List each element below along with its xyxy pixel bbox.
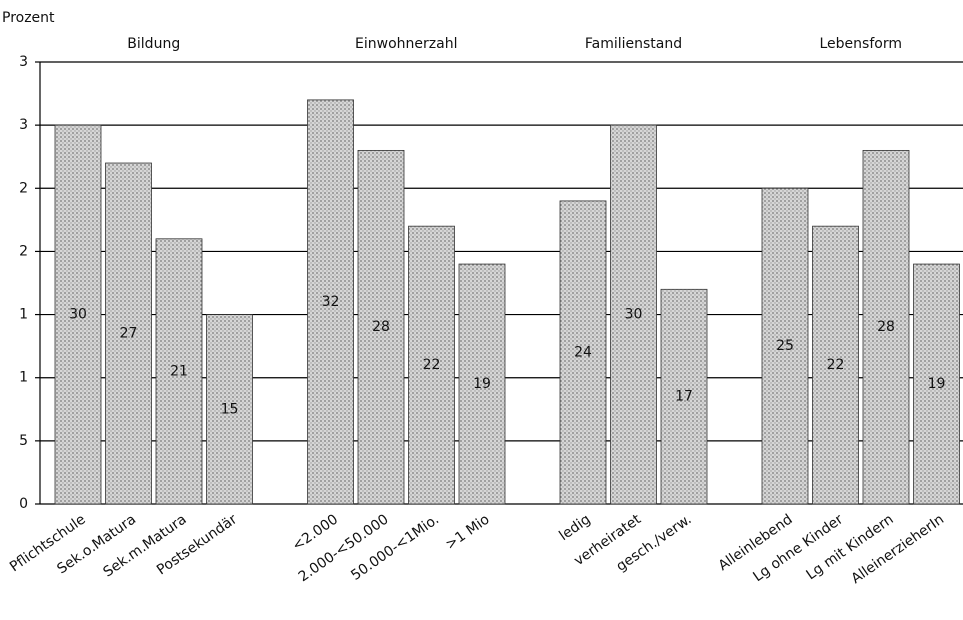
y-tick-label: 3 <box>19 117 28 133</box>
y-tick-label: 0 <box>19 496 28 512</box>
x-tick-label: 2.000-<50.000 <box>296 511 392 585</box>
group-label: Bildung <box>127 36 180 52</box>
bar <box>812 225 859 505</box>
y-tick-label: 3 <box>19 54 28 70</box>
bar <box>307 99 354 505</box>
y-tick-label: 2 <box>19 180 28 196</box>
x-tick-label: AlleinerzieherIn <box>848 511 947 587</box>
value-label: 30 <box>625 307 643 323</box>
value-label: 22 <box>423 357 441 373</box>
value-label: 25 <box>776 338 794 354</box>
y-tick-label: 5 <box>19 433 28 449</box>
y-axis-label: Prozent <box>2 10 55 26</box>
x-tick-label: ledig <box>556 511 593 544</box>
bar <box>54 124 102 505</box>
y-tick-label: 1 <box>19 370 28 386</box>
value-label: 30 <box>69 307 87 323</box>
x-tick-label: Lg ohne Kinder <box>750 511 846 585</box>
value-label: 28 <box>372 319 390 335</box>
value-label: 24 <box>574 344 592 360</box>
value-label: 17 <box>675 389 693 405</box>
bar <box>913 263 960 505</box>
bar <box>206 314 253 505</box>
value-label: 19 <box>928 376 946 392</box>
x-tick-label: 50.000-<1Mio. <box>348 511 442 583</box>
value-label: 32 <box>322 294 340 310</box>
bar <box>862 149 910 505</box>
group-label: Lebensform <box>820 36 902 52</box>
value-label: 21 <box>170 363 188 379</box>
value-label: 27 <box>120 326 138 342</box>
group-label: Einwohnerzahl <box>355 36 457 52</box>
group-label: Familienstand <box>585 36 682 52</box>
y-tick-label: 2 <box>19 243 28 259</box>
y-tick-label: 1 <box>19 307 28 323</box>
bar <box>660 288 708 505</box>
x-tick-label: >1 Mio <box>443 511 493 553</box>
bar <box>610 124 657 505</box>
bar <box>559 200 607 505</box>
value-label: 15 <box>221 401 239 417</box>
bar <box>761 187 809 505</box>
value-label: 19 <box>473 376 491 392</box>
bar <box>458 263 506 505</box>
bar <box>408 225 455 505</box>
bar <box>105 162 152 505</box>
value-label: 22 <box>827 357 845 373</box>
bar <box>155 238 203 505</box>
bar <box>357 149 405 505</box>
value-label: 28 <box>877 319 895 335</box>
